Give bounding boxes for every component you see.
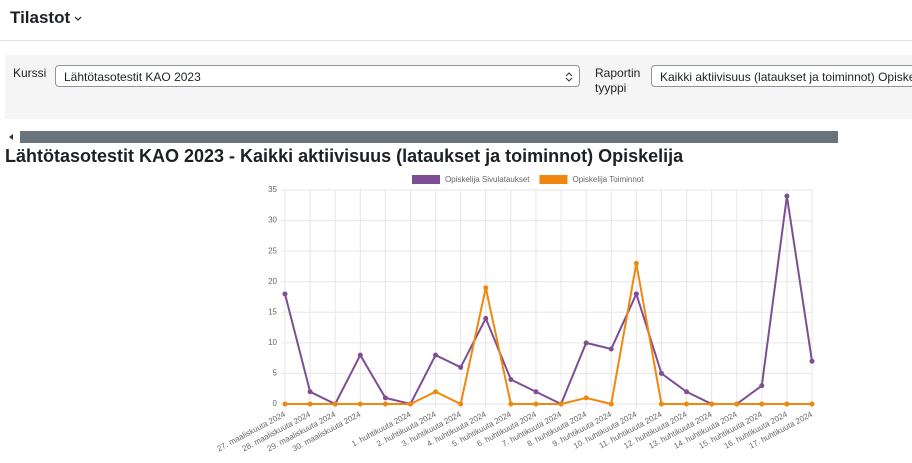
- y-tick-label: 5: [273, 369, 278, 378]
- data-point: [633, 260, 639, 266]
- legend-label: Opiskelija Sivulataukset: [445, 175, 530, 184]
- data-point: [608, 401, 614, 407]
- data-point: [508, 377, 514, 383]
- y-tick-label: 10: [268, 338, 277, 347]
- data-point: [759, 383, 765, 389]
- data-point: [307, 401, 313, 407]
- data-point: [734, 401, 740, 407]
- data-point: [633, 291, 639, 297]
- data-point: [558, 401, 564, 407]
- scroll-left[interactable]: [6, 131, 16, 143]
- header-title: Tilastot: [10, 8, 71, 27]
- data-point: [759, 401, 765, 407]
- data-point: [784, 193, 790, 199]
- report-label: Raportin tyyppi: [595, 66, 641, 95]
- y-tick-label: 20: [268, 277, 277, 286]
- data-point: [784, 401, 790, 407]
- data-point: [583, 395, 589, 401]
- y-tick-label: 25: [268, 246, 277, 255]
- data-point: [709, 401, 715, 407]
- y-tick-label: 30: [268, 216, 277, 225]
- data-point: [483, 285, 489, 291]
- y-tick-label: 35: [268, 185, 277, 194]
- data-point: [684, 389, 690, 395]
- data-point: [658, 370, 664, 376]
- y-tick-label: 0: [273, 399, 278, 408]
- data-point: [433, 352, 439, 358]
- data-point: [608, 346, 614, 352]
- data-point: [458, 364, 464, 370]
- course-label: Kurssi: [13, 66, 47, 80]
- course-select[interactable]: Lähtötasotestit KAO 2023: [55, 65, 580, 87]
- select-arrows: [565, 72, 573, 82]
- data-point: [407, 401, 413, 407]
- data-point: [282, 291, 288, 297]
- data-point: [307, 389, 313, 395]
- data-point: [809, 358, 815, 364]
- data-point: [508, 401, 514, 407]
- separator: [0, 40, 912, 41]
- report-select[interactable]: Kaikki aktiivisuus (lataukset ja toiminn…: [651, 65, 912, 87]
- legend-label: Opiskelija Toiminnot: [572, 175, 644, 184]
- data-point: [357, 352, 363, 358]
- data-point: [583, 340, 589, 346]
- data-point: [382, 401, 388, 407]
- series-line: [285, 263, 812, 406]
- data-point: [533, 389, 539, 395]
- data-point: [357, 401, 363, 407]
- data-point: [382, 395, 388, 401]
- data-point: [458, 401, 464, 407]
- series-line: [284, 195, 813, 406]
- data-point: [809, 401, 815, 407]
- report-value: Kaikki aktiivisuus (lataukset ja toiminn…: [660, 70, 912, 84]
- filter-form: Kurssi Lähtötasotestit KAO 2023 Raportin…: [5, 55, 912, 119]
- data-point: [684, 401, 690, 407]
- data-point: [658, 401, 664, 407]
- data-point: [433, 389, 439, 395]
- scrollbar[interactable]: [20, 131, 838, 143]
- course-value: Lähtötasotestit KAO 2023: [64, 70, 201, 84]
- legend-swatch: [539, 175, 568, 184]
- page-header[interactable]: Tilastot: [10, 8, 82, 28]
- data-point: [483, 315, 489, 321]
- data-point: [332, 401, 338, 407]
- legend-swatch: [412, 175, 440, 184]
- y-tick-label: 15: [268, 307, 277, 316]
- data-point: [533, 401, 539, 407]
- chart-title: Lähtötasotestit KAO 2023 - Kaikki aktiiv…: [5, 146, 684, 166]
- chevron: [74, 16, 82, 21]
- data-point: [282, 401, 288, 407]
